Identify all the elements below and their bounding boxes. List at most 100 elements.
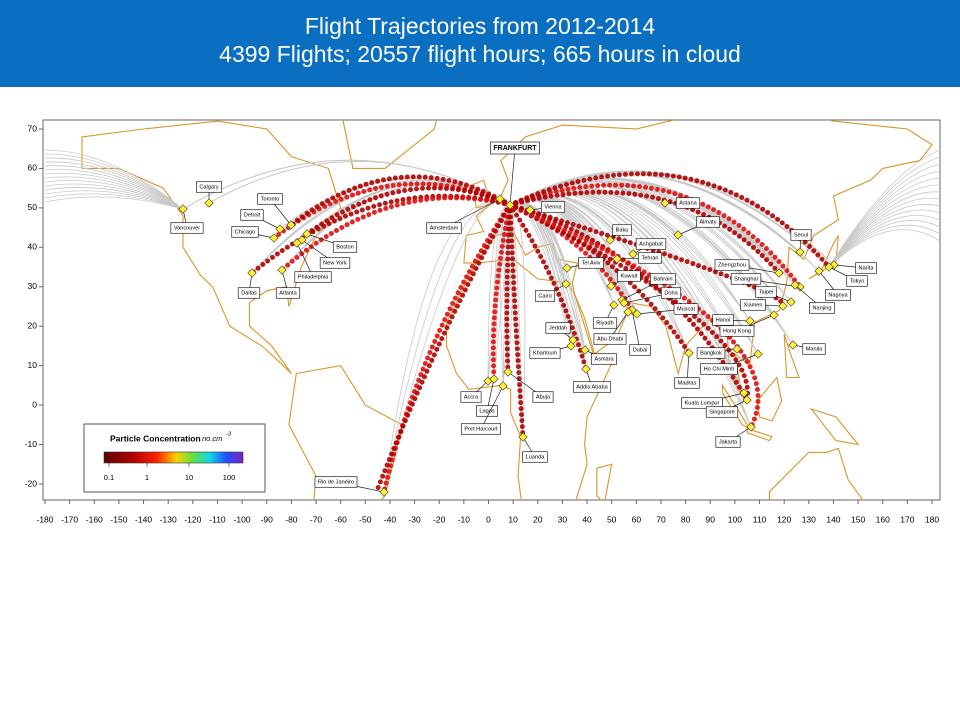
city-marker [489, 374, 499, 384]
city-label-box [170, 222, 204, 234]
city-marker [204, 198, 214, 208]
city-label-box [332, 241, 358, 253]
particle-track [507, 202, 750, 403]
particle-track [507, 189, 782, 276]
city-label: Rio de Janeiro [318, 479, 354, 485]
city-label: Bangkok [700, 350, 722, 356]
coastline [342, 120, 438, 169]
city-label-box [476, 405, 498, 417]
particle-track [288, 174, 513, 228]
x-tick-label: -60 [335, 514, 348, 524]
city-label-box [460, 391, 482, 403]
city-marker [247, 268, 257, 278]
city-marker [786, 297, 796, 307]
x-tick-label: 170 [900, 514, 914, 524]
y-tick-label: 20 [28, 320, 38, 330]
city-label-box [705, 406, 739, 418]
city-label: Hong Kong [723, 328, 751, 334]
city-label-box [855, 262, 877, 274]
coastline [809, 407, 860, 446]
city-label-box [714, 259, 750, 271]
leader-line [480, 385, 504, 430]
city-marker [495, 194, 505, 204]
city-marker [795, 247, 805, 257]
city-label-box [240, 209, 264, 221]
axes: -180 -170 -160 -150 -140 -130 -120 -110 -100 -90-… [25, 123, 940, 524]
x-tick-label: -70 [310, 514, 323, 524]
city-label: Muscat [677, 306, 695, 312]
header: Flight Trajectories from 2012-2014 4399 … [0, 0, 960, 87]
x-tick-label: 30 [558, 514, 568, 524]
legend-tick-label: 1 [145, 473, 149, 482]
city-label-box [231, 226, 259, 238]
coastline [756, 376, 783, 422]
city-marker [606, 281, 616, 291]
y-tick-label: 40 [28, 242, 38, 252]
city-label-box [545, 322, 571, 334]
city-label: Dallas [241, 290, 257, 296]
city-label-box [650, 273, 676, 285]
particle-track [507, 202, 589, 372]
x-tick-label: -120 [184, 514, 201, 524]
y-tick-label: -10 [25, 439, 38, 449]
city-label-box [426, 222, 462, 234]
particle-track [381, 202, 513, 495]
city-label: Luanda [526, 454, 546, 460]
city-label-box [696, 347, 726, 359]
hub-label: FRANKFURT [493, 145, 537, 152]
city-label-box [755, 286, 777, 298]
x-tick-label: 50 [607, 514, 617, 524]
city-marker [612, 254, 622, 264]
flight-track [44, 183, 184, 210]
city-marker [746, 422, 756, 432]
x-tick-label: 110 [753, 514, 767, 524]
city-marker [562, 263, 572, 273]
y-tick-label: 0 [32, 399, 37, 409]
flight-track [44, 193, 184, 210]
x-tick-label: 80 [681, 514, 691, 524]
city-label: Almaty [699, 219, 716, 225]
city-marker [778, 301, 788, 311]
city-label: Tokyo [850, 278, 865, 284]
y-tick-label: -20 [25, 478, 38, 488]
y-tick-label: 50 [28, 202, 38, 212]
city-marker [788, 340, 798, 350]
city-label: Kuwait [621, 273, 638, 279]
city-marker [277, 265, 287, 275]
flight-track [487, 204, 511, 382]
colorbar [103, 451, 244, 464]
city-marker [814, 266, 824, 276]
city-marker [742, 395, 752, 405]
city-marker [580, 345, 590, 355]
city-marker [673, 230, 683, 240]
city-marker [753, 349, 763, 359]
particle-track [279, 195, 513, 273]
flight-track [44, 180, 184, 210]
city-label: New York [323, 260, 347, 266]
city-marker [275, 224, 285, 234]
city-marker [525, 205, 535, 215]
city-label: Ho Chi Minh [704, 366, 735, 372]
x-tick-label: -80 [285, 514, 298, 524]
city-label: Toronto [261, 196, 280, 202]
particle-tracks [249, 171, 832, 495]
coastline [722, 383, 752, 431]
city-label-box [730, 273, 762, 285]
city-marker [660, 198, 670, 208]
city-label-box [809, 302, 835, 314]
city-label: Narita [859, 265, 875, 271]
city-label-box [612, 224, 632, 236]
x-tick-label: 10 [508, 514, 518, 524]
flight-track [44, 187, 184, 210]
title-line-1: Flight Trajectories from 2012-2014 [304, 13, 656, 39]
city-label-box [675, 197, 701, 209]
city-label: Port Harcourt [464, 426, 498, 432]
city-marker [774, 268, 784, 278]
coastline [596, 463, 613, 500]
city-label-box [319, 257, 351, 269]
city-label-box [593, 333, 627, 345]
flight-track [44, 161, 184, 210]
city-label-box [629, 344, 651, 356]
flight-track [44, 165, 184, 210]
